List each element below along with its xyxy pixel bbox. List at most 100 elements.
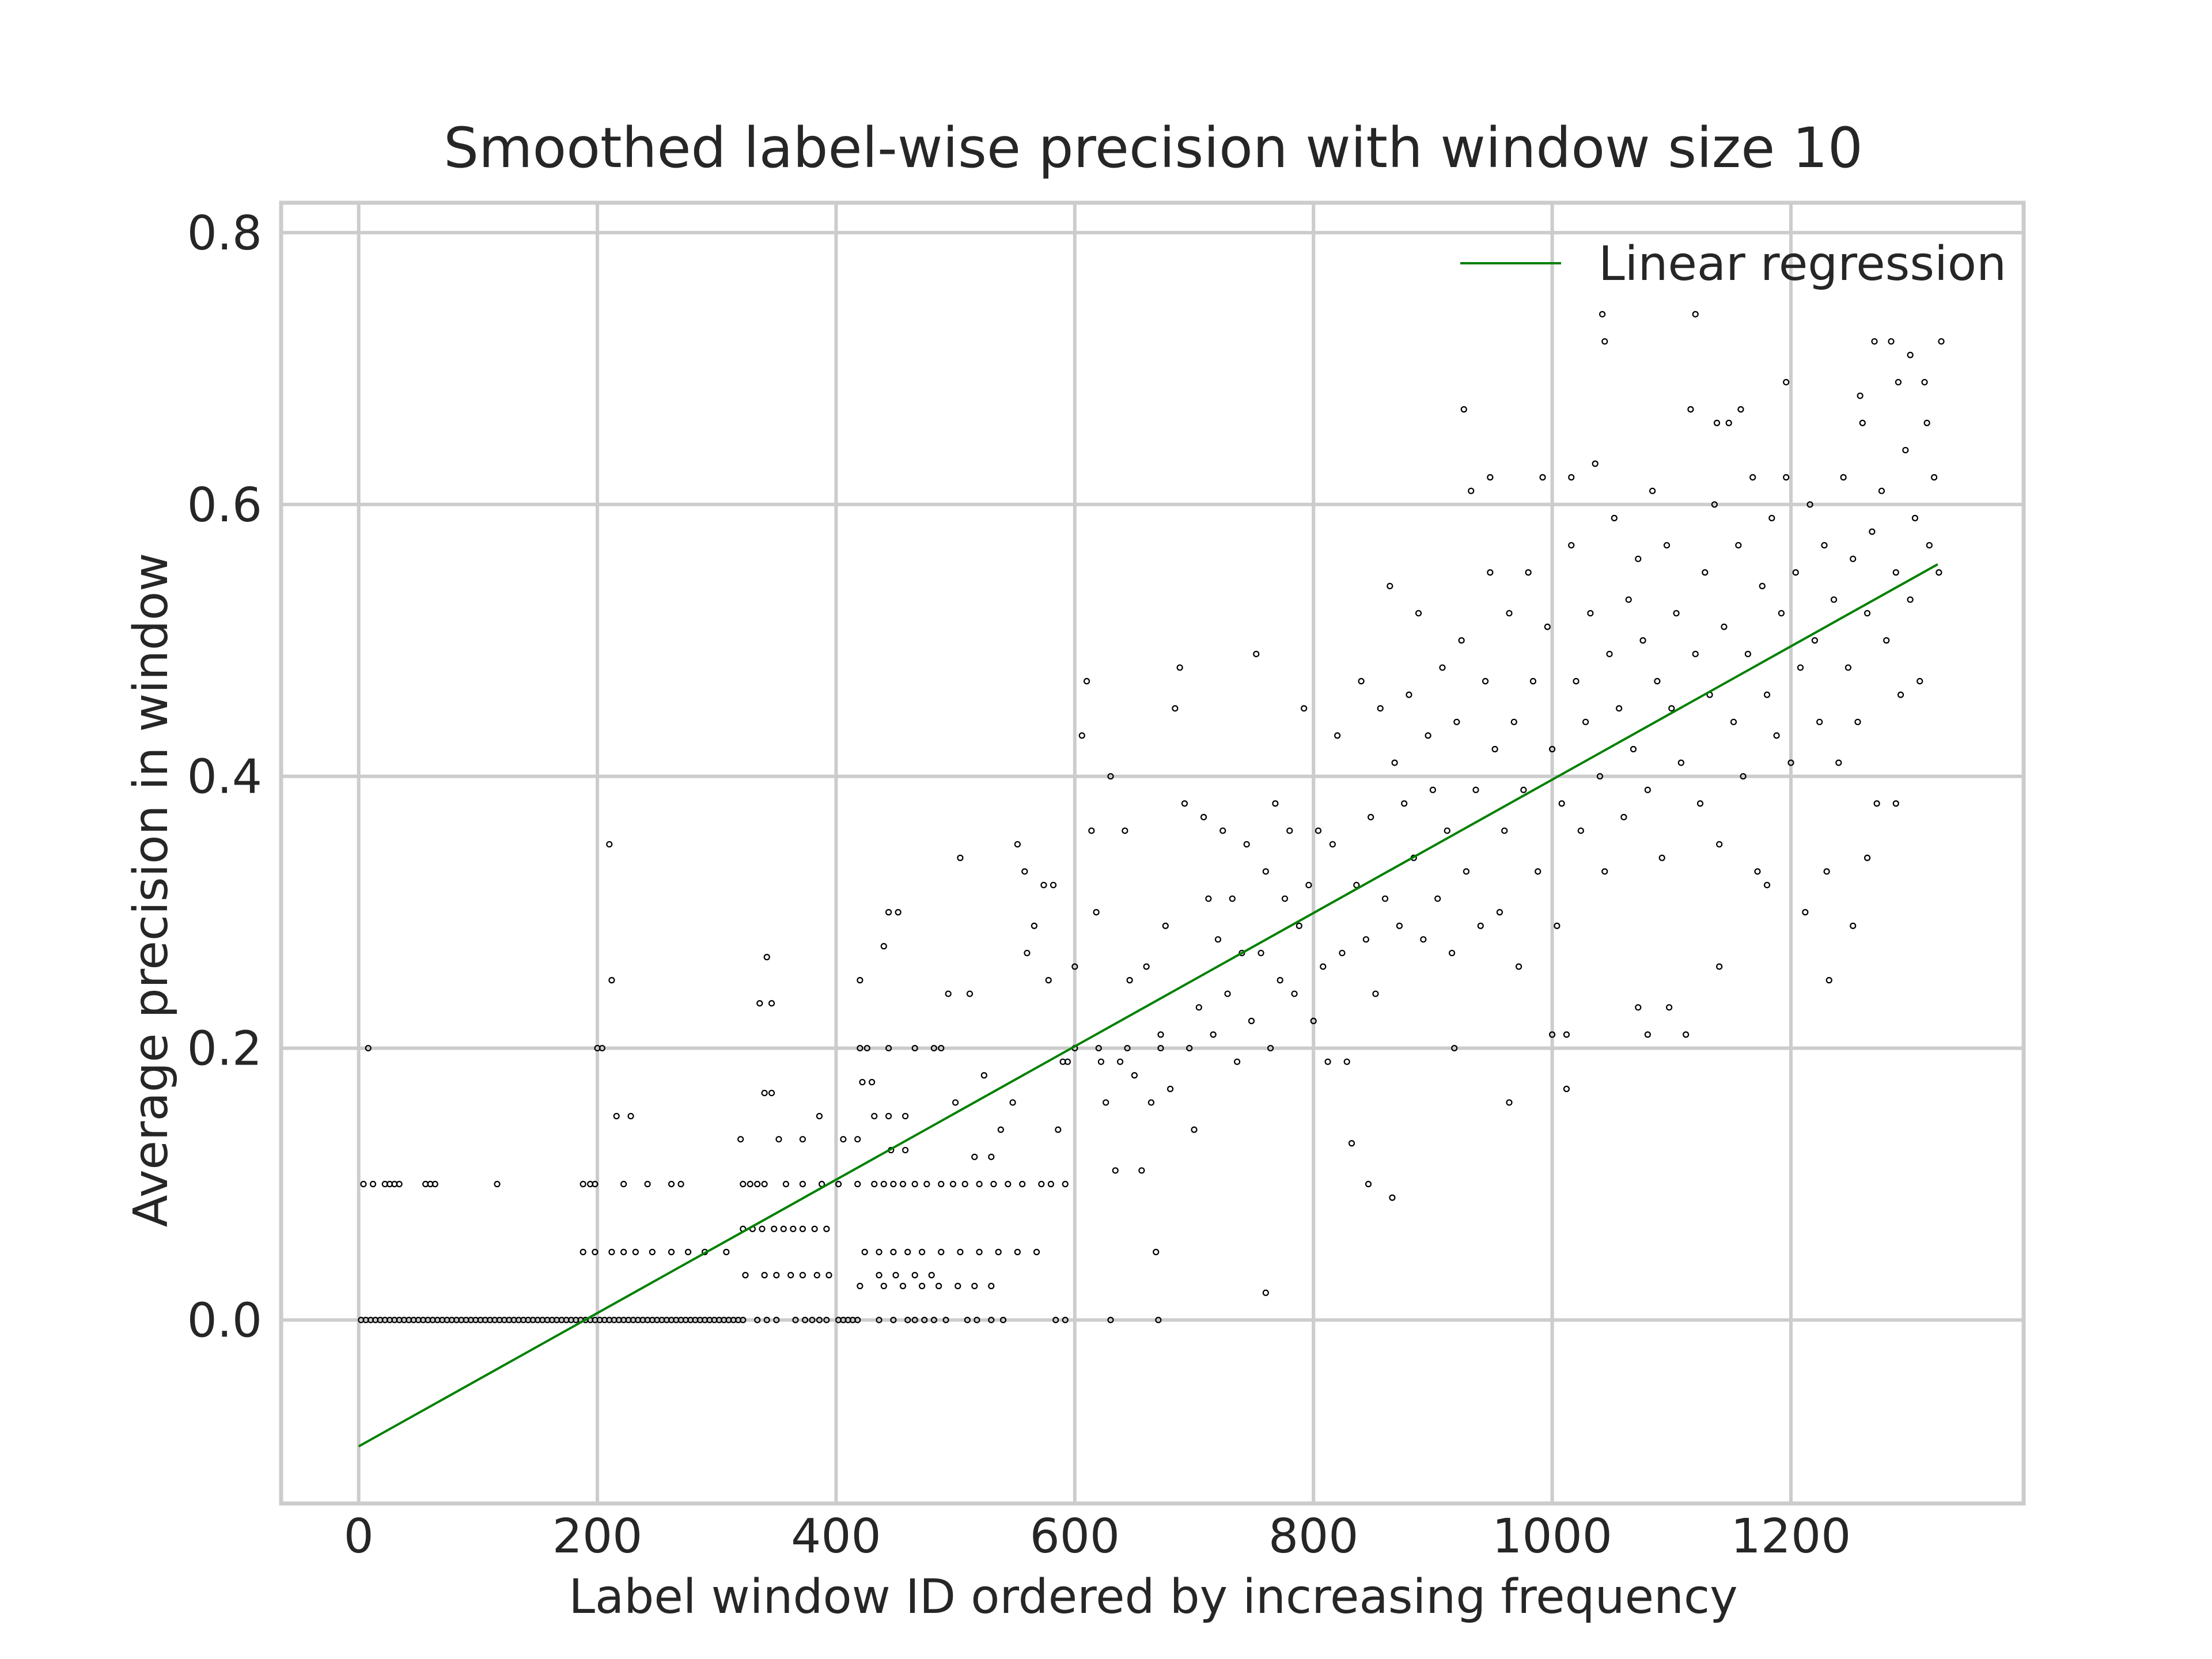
scatter-point [1601,338,1608,345]
scatter-point [1692,650,1699,657]
scatter-point [1272,800,1279,807]
scatter-point [1116,1058,1124,1065]
scatter-point [756,1000,763,1007]
scatter-point [1448,949,1456,957]
scatter-point [885,1044,892,1052]
x-tick-label: 1200 [1731,1509,1851,1564]
scatter-point [1892,569,1899,576]
scatter-point [1506,609,1513,617]
scatter-point [995,1248,1002,1256]
regression-line [358,563,1938,1448]
scatter-point [957,854,964,861]
scatter-point [1539,474,1546,481]
scatter-point [1200,813,1207,821]
scatter-point [876,1272,882,1279]
scatter-point [1458,637,1465,644]
scatter-point [976,1180,983,1188]
scatter-point [801,1316,809,1324]
scatter-point [1365,1180,1372,1188]
scatter-point [1577,827,1584,834]
x-tick-label: 0 [344,1509,374,1564]
scatter-point [876,1316,882,1324]
scatter-point [1172,705,1179,712]
regression-series [358,563,1938,1448]
scatter-point [1329,841,1336,848]
scatter-point [902,1146,909,1154]
scatter-point [1078,732,1085,739]
scatter-point [1362,936,1369,943]
scatter-point [1162,922,1169,929]
scatter-point [1195,1004,1202,1011]
scatter-point [1592,460,1599,467]
scatter-point [799,1225,806,1232]
scatter-point [1644,1031,1651,1038]
scatter-point [579,1248,586,1256]
scatter-point [854,1180,861,1188]
scatter-point [742,1272,749,1279]
scatter-point [1763,691,1771,698]
scatter-point [854,1316,861,1324]
scatter-point [1062,1180,1069,1188]
scatter-point [1315,827,1322,834]
scatter-point [1587,609,1594,617]
scatter-point [1021,868,1028,875]
scatter-point [1277,977,1283,984]
scatter-point [1821,541,1828,549]
scatter-point [737,1136,744,1143]
scatter-point [1931,474,1938,481]
scatter-point [1468,487,1475,494]
scatter-point [1472,786,1479,793]
scatter-point [1854,718,1861,725]
scatter-point [1224,990,1231,997]
scatter-point [880,943,887,950]
legend: Linear regression [1460,237,2006,291]
scatter-point [1869,528,1876,535]
scatter-point [1663,541,1671,549]
scatter-point [923,1180,930,1188]
scatter-point [1825,977,1832,984]
scatter-point [938,1180,945,1188]
scatter-point [1368,813,1374,821]
scatter-point [1234,1058,1241,1065]
scatter-point [1214,936,1222,943]
scatter-point [1897,691,1904,698]
scatter-point [885,909,892,916]
scatter-point [1554,922,1560,929]
scatter-point [997,1126,1004,1133]
scatter-point [1599,310,1606,318]
scatter-point [1238,949,1245,957]
scatter-point [1157,1031,1164,1038]
scatter-point [1582,718,1589,725]
scatter-point [1243,841,1250,848]
scatter-point [1107,773,1114,780]
scatter-point [1835,759,1842,766]
scatter-point [1926,541,1933,549]
scatter-point [1916,677,1923,685]
scatter-point [1735,541,1742,549]
scatter-point [1262,868,1269,875]
scatter-point [966,990,974,997]
scatter-point [1673,609,1680,617]
scatter-point [825,1272,832,1279]
scatter-point [1863,854,1871,861]
scatter-point [1806,501,1813,508]
scatter-point [1186,1044,1193,1052]
scatter-point [1883,637,1890,644]
scatter-point [1666,1004,1673,1011]
scatter-point [1749,474,1756,481]
scatter-point [644,1180,651,1188]
scatter-point [1112,1167,1119,1174]
scatter-point [723,1248,730,1256]
scatter-point [938,1044,945,1052]
scatter-point [1071,963,1078,970]
scatter-point [1291,990,1298,997]
scatter-point [904,1316,911,1324]
scatter-point [632,1248,639,1256]
scatter-point [1716,841,1723,848]
scatter-point [1122,827,1128,834]
scatter-point [1095,1044,1102,1052]
scatter-point [1301,705,1308,712]
scatter-point [754,1316,761,1324]
scatter-point [1737,406,1744,413]
scatter-point [840,1136,847,1143]
